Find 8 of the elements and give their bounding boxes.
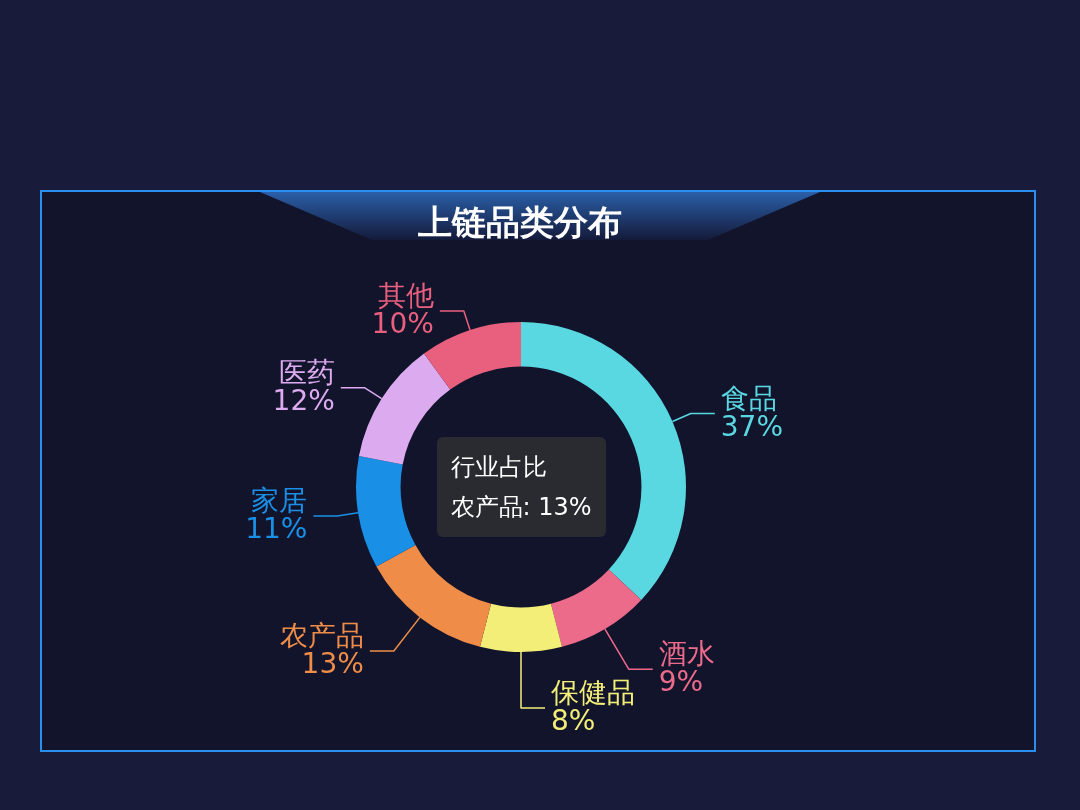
slice-label: 其他 xyxy=(377,279,434,313)
slice-label: 农产品 xyxy=(279,619,364,653)
slice-label: 酒水 xyxy=(658,637,715,671)
slice-label: 医药 xyxy=(278,356,335,390)
slice-label: 家居 xyxy=(251,484,308,518)
chart-title: 上链品类分布 xyxy=(417,201,623,244)
tooltip: 行业占比 农产品: 13% xyxy=(436,437,606,537)
slice-label: 保健品 xyxy=(551,676,635,710)
